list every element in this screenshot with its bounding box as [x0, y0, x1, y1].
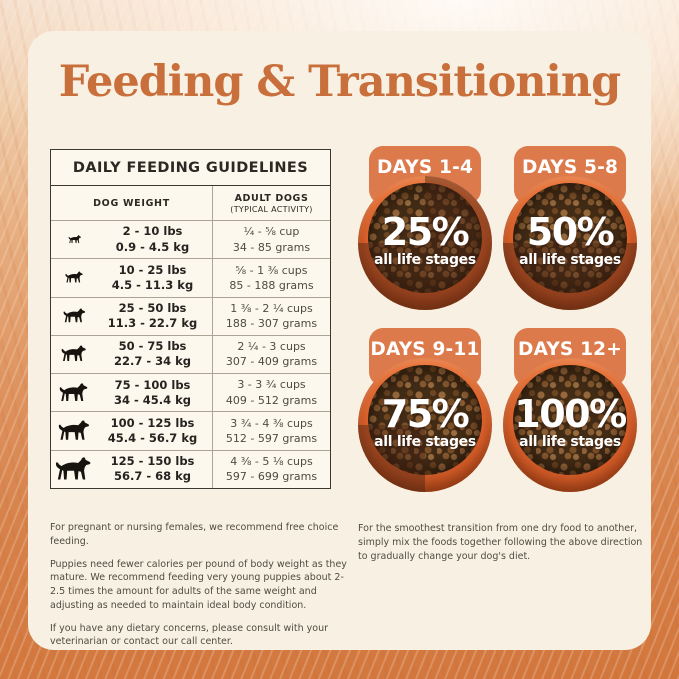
kibble-bowl-photo: 25% all life stages	[358, 176, 492, 310]
weight-kg: 0.9 - 4.5 kg	[115, 239, 190, 254]
page-title: Feeding & Transitioning	[58, 57, 621, 107]
feeding-notes: For pregnant or nursing females, we reco…	[50, 521, 356, 649]
note-pregnant-nursing: For pregnant or nursing females, we reco…	[50, 522, 339, 547]
kibble-texture	[368, 365, 482, 475]
mix-ratio-shade	[358, 358, 492, 492]
dog-silhouette-icon	[61, 345, 89, 363]
mix-percent: 75%	[381, 391, 470, 436]
weight-kg: 4.5 - 11.3 kg	[111, 277, 194, 292]
weight-lbs: 125 - 150 lbs	[110, 454, 195, 469]
transition-card-days-12-plus: DAYS 12+ 100% all life stages	[500, 328, 640, 498]
kibble-texture	[513, 365, 627, 475]
weight-kg: 11.3 - 22.7 kg	[107, 316, 198, 331]
transition-card-days-5-8: DAYS 5-8 50% all life stages	[500, 146, 640, 316]
amount-cups: 3 - 3 ¾ cups	[237, 378, 306, 392]
dog-silhouette-icon	[55, 457, 95, 482]
life-stage-label: all life stages	[519, 433, 621, 450]
table-row: 125 - 150 lbs 56.7 - 68 kg 4 ⅜ - 5 ⅛ cup…	[51, 449, 330, 488]
life-stage-label: all life stages	[519, 251, 621, 268]
transition-card-days-9-11: DAYS 9-11 75% all life stages	[355, 328, 495, 498]
amount-grams: 512 - 597 grams	[225, 432, 318, 446]
note-puppies: Puppies need fewer calories per pound of…	[50, 558, 347, 611]
table-row: 10 - 25 lbs 4.5 - 11.3 kg ⅝ - 1 ⅜ cups 8…	[51, 258, 330, 297]
table-row: 25 - 50 lbs 11.3 - 22.7 kg 1 ⅜ - 2 ¼ cup…	[51, 296, 330, 335]
kibble-bowl-photo: 50% all life stages	[503, 176, 637, 310]
amount-cups: 4 ⅜ - 5 ⅛ cups	[230, 454, 313, 468]
weight-kg: 45.4 - 56.7 kg	[107, 431, 198, 446]
adult-dogs-label: ADULT DOGS	[234, 192, 309, 204]
amount-grams: 307 - 409 grams	[225, 355, 318, 369]
weight-lbs: 2 - 10 lbs	[122, 224, 183, 239]
table-title: DAILY FEEDING GUIDELINES	[51, 150, 330, 186]
weight-lbs: 50 - 75 lbs	[118, 339, 187, 354]
amount-grams: 188 - 307 grams	[225, 317, 318, 331]
weight-kg: 56.7 - 68 kg	[113, 469, 192, 484]
table-header-row: DOG WEIGHT ADULT DOGS (TYPICAL ACTIVITY)	[51, 186, 330, 221]
dog-silhouette-icon	[63, 308, 88, 324]
amount-grams: 85 - 188 grams	[229, 278, 314, 292]
life-stage-label: all life stages	[374, 251, 476, 268]
kibble-bowl-photo: 100% all life stages	[503, 358, 637, 492]
typical-activity-label: (TYPICAL ACTIVITY)	[230, 204, 313, 214]
amount-cups: ⅝ - 1 ⅜ cups	[235, 263, 308, 277]
amount-grams: 597 - 699 grams	[225, 470, 318, 484]
mix-ratio-shade	[358, 176, 492, 310]
weight-lbs: 100 - 125 lbs	[110, 415, 195, 430]
table-row: 100 - 125 lbs 45.4 - 56.7 kg 3 ¾ - 4 ⅜ c…	[51, 411, 330, 450]
infographic-card: Feeding & Transitioning DAILY FEEDING GU…	[28, 31, 651, 650]
amount-cups: 3 ¾ - 4 ⅜ cups	[230, 416, 313, 430]
dog-silhouette-icon	[58, 420, 93, 442]
column-header-adult-dogs: ADULT DOGS (TYPICAL ACTIVITY)	[213, 186, 330, 220]
kibble-bowl-photo: 75% all life stages	[358, 358, 492, 492]
feeding-guidelines-table: DAILY FEEDING GUIDELINES DOG WEIGHT ADUL…	[50, 149, 331, 489]
dog-silhouette-icon	[59, 383, 91, 403]
amount-cups: 2 ¼ - 3 cups	[237, 340, 306, 354]
dog-silhouette-icon	[65, 271, 85, 284]
mix-percent: 100%	[514, 391, 627, 436]
amount-cups: 1 ⅜ - 2 ¼ cups	[230, 301, 313, 315]
dog-silhouette-icon	[68, 235, 83, 244]
note-dietary-concerns: If you have any dietary concerns, please…	[50, 622, 329, 648]
table-row: 2 - 10 lbs 0.9 - 4.5 kg ¼ - ⅝ cup 34 - 8…	[51, 221, 330, 259]
transition-card-days-1-4: DAYS 1-4 25% all life stages	[355, 146, 495, 316]
kibble-texture	[368, 183, 482, 293]
amount-grams: 409 - 512 grams	[225, 393, 318, 407]
weight-kg: 34 - 45.4 kg	[113, 392, 192, 407]
weight-lbs: 25 - 50 lbs	[118, 301, 187, 316]
weight-lbs: 10 - 25 lbs	[118, 262, 187, 277]
weight-lbs: 75 - 100 lbs	[114, 377, 191, 392]
weight-kg: 22.7 - 34 kg	[113, 354, 192, 369]
mix-ratio-shade	[503, 176, 637, 310]
table-row: 50 - 75 lbs 22.7 - 34 kg 2 ¼ - 3 cups 30…	[51, 334, 330, 374]
amount-cups: ¼ - ⅝ cup	[243, 225, 300, 239]
table-row: 75 - 100 lbs 34 - 45.4 kg 3 - 3 ¾ cups 4…	[51, 373, 330, 412]
column-header-dog-weight: DOG WEIGHT	[51, 186, 213, 220]
kibble-texture	[513, 183, 627, 293]
mix-percent: 50%	[526, 209, 615, 254]
life-stage-label: all life stages	[374, 433, 476, 450]
mix-percent: 25%	[381, 209, 470, 254]
transition-note: For the smoothest transition from one dr…	[358, 523, 643, 562]
amount-grams: 34 - 85 grams	[232, 240, 311, 254]
